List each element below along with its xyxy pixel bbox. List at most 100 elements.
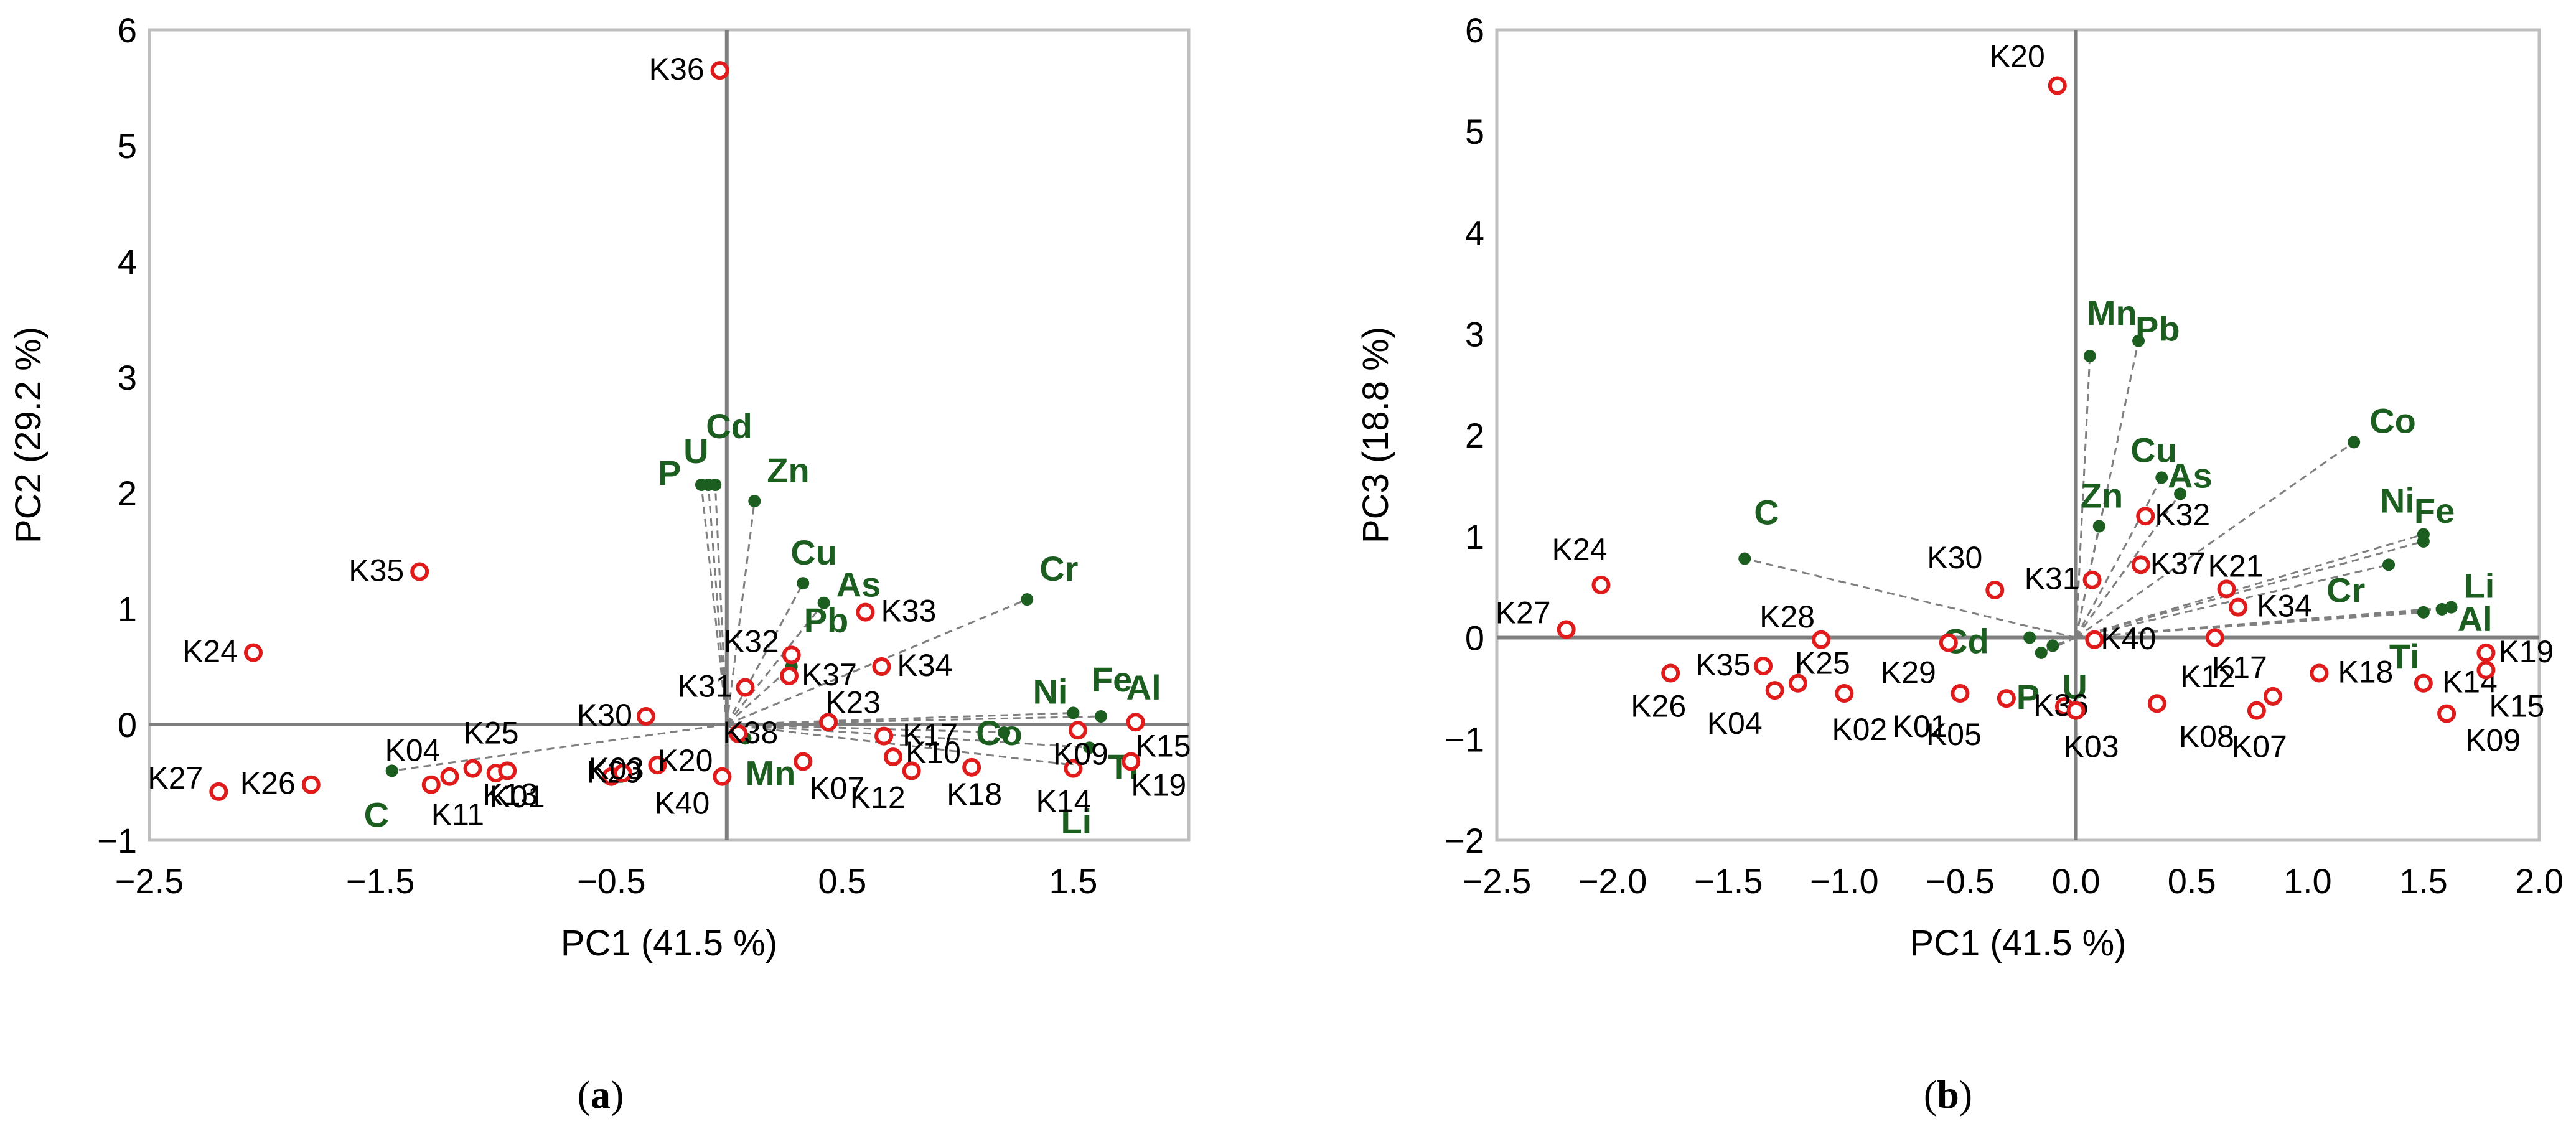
loading-line-ni	[2076, 533, 2424, 639]
observation-point-k20	[2048, 76, 2067, 95]
observation-point-k08	[2147, 694, 2166, 713]
observation-label-k07: K07	[2232, 729, 2287, 764]
observation-label-k19: K19	[1131, 768, 1186, 803]
observation-point-k18	[2310, 663, 2329, 683]
observation-point-k14	[2414, 673, 2433, 693]
variable-point-zn	[2092, 520, 2105, 533]
loading-line-u	[707, 484, 728, 725]
x-tick-label: 2.0	[2515, 861, 2564, 901]
variable-label-co: Co	[2369, 401, 2416, 440]
observation-point-k40	[713, 767, 732, 786]
observation-point-k19	[2476, 643, 2496, 662]
variable-point-as	[2174, 487, 2187, 500]
loading-line-co	[726, 723, 1005, 734]
variable-point-fe	[1094, 710, 1107, 723]
observation-label-k29: K29	[1881, 655, 1936, 690]
variable-label-mn: Mn	[745, 753, 795, 792]
observation-label-k35: K35	[349, 553, 404, 588]
variable-label-cd: Cd	[706, 406, 752, 446]
loading-line-ti	[2076, 611, 2424, 639]
observation-point-k25	[1788, 673, 1807, 693]
observation-label-k32: K32	[724, 624, 779, 658]
x-tick-label: 0.5	[2168, 861, 2216, 901]
observation-point-k38	[729, 724, 748, 743]
loading-line-c	[391, 723, 727, 772]
observation-label-k34: K34	[2257, 589, 2312, 624]
observation-label-k30: K30	[577, 698, 632, 733]
y-tick-label: 5	[118, 126, 137, 166]
x-tick-label: −1.5	[1694, 861, 1763, 901]
variable-label-fe: Fe	[1092, 660, 1132, 699]
observation-point-k24	[244, 643, 263, 662]
variable-label-ti: Ti	[2389, 637, 2420, 676]
observation-label-k09: K09	[1053, 736, 1108, 771]
variable-label-p: P	[658, 453, 681, 492]
observation-label-k01: K01	[1892, 709, 1947, 744]
variable-point-cr	[1021, 593, 1034, 606]
variable-point-co	[2348, 436, 2361, 449]
observation-label-k36: K36	[649, 52, 705, 87]
loading-line-mn	[2075, 355, 2091, 638]
observation-label-k26: K26	[240, 766, 296, 801]
y-tick-label: 2	[1465, 416, 1484, 455]
observation-label-k04: K04	[385, 733, 440, 768]
observation-label-k40: K40	[654, 786, 710, 821]
observation-label-k24: K24	[1552, 532, 1608, 567]
observation-point-k30	[1985, 581, 2005, 600]
observation-label-k37: K37	[802, 657, 857, 692]
observation-point-k37	[2131, 555, 2150, 574]
variable-label-cu: Cu	[2130, 430, 2177, 469]
observation-label-k09: K09	[2465, 723, 2521, 758]
y-tick-label: 6	[118, 11, 137, 50]
observation-label-k27: K27	[1496, 595, 1551, 630]
observation-label-k08: K08	[2179, 719, 2234, 754]
variable-point-cu	[797, 577, 810, 590]
observation-label-k12: K12	[2180, 659, 2236, 694]
observation-label-k35: K35	[1695, 647, 1751, 682]
variable-point-al	[2435, 602, 2448, 616]
y-tick-label: 4	[1465, 213, 1484, 253]
observation-point-k26	[301, 775, 321, 794]
observation-point-k15	[2476, 660, 2496, 680]
x-tick-label: −2.0	[1578, 861, 1647, 901]
observation-point-k24	[1591, 575, 1611, 594]
observation-label-k11: K11	[431, 797, 484, 832]
observation-label-k23: K23	[825, 685, 881, 719]
x-tick-label: −1.0	[1810, 861, 1879, 901]
variable-label-al: Al	[1126, 668, 1161, 707]
observation-point-k35	[410, 562, 429, 581]
observation-point-k34	[2229, 597, 2248, 617]
variable-label-zn: Zn	[2081, 476, 2123, 515]
loading-line-fe	[2076, 540, 2424, 639]
loading-line-ni	[726, 711, 1074, 726]
variable-label-co: Co	[976, 713, 1023, 752]
variable-point-mn	[2083, 350, 2096, 363]
y-tick-label: 4	[118, 242, 137, 281]
x-tick-label: 1.0	[2283, 861, 2332, 901]
loading-line-ti	[726, 723, 1090, 749]
x-tick-label: 0.5	[818, 861, 866, 901]
loading-line-u	[2052, 637, 2077, 647]
x-tick-label: 1.5	[2399, 861, 2448, 901]
variable-point-cr	[2382, 558, 2396, 571]
observation-point-k09	[1068, 721, 1087, 740]
observation-point-k03	[613, 764, 632, 783]
observation-point-k03	[2066, 701, 2086, 720]
observation-point-k17	[2205, 628, 2224, 647]
loading-line-cd	[714, 484, 728, 725]
chart-panel-a: −2.5 −1.5 −0.5 0.5 1.5 −1 0 1 2 3 4 5 6 PC1 (41.5 %) P…	[8, 11, 1191, 1117]
observation-point-k12	[2263, 686, 2282, 706]
observation-point-k11	[421, 775, 441, 794]
observation-point-k15	[1126, 713, 1145, 732]
observation-point-k28	[1812, 630, 1831, 649]
observation-point-k10	[883, 747, 902, 767]
observation-point-k36	[710, 61, 729, 80]
variable-label-as: As	[2168, 456, 2213, 495]
y-tick-label: 0	[118, 705, 137, 744]
panel-label: (b)	[1924, 1072, 1972, 1117]
observation-label-k26: K26	[1631, 688, 1686, 723]
y-tick-label: −1	[1445, 719, 1484, 759]
variable-label-cr: Cr	[1039, 549, 1078, 588]
